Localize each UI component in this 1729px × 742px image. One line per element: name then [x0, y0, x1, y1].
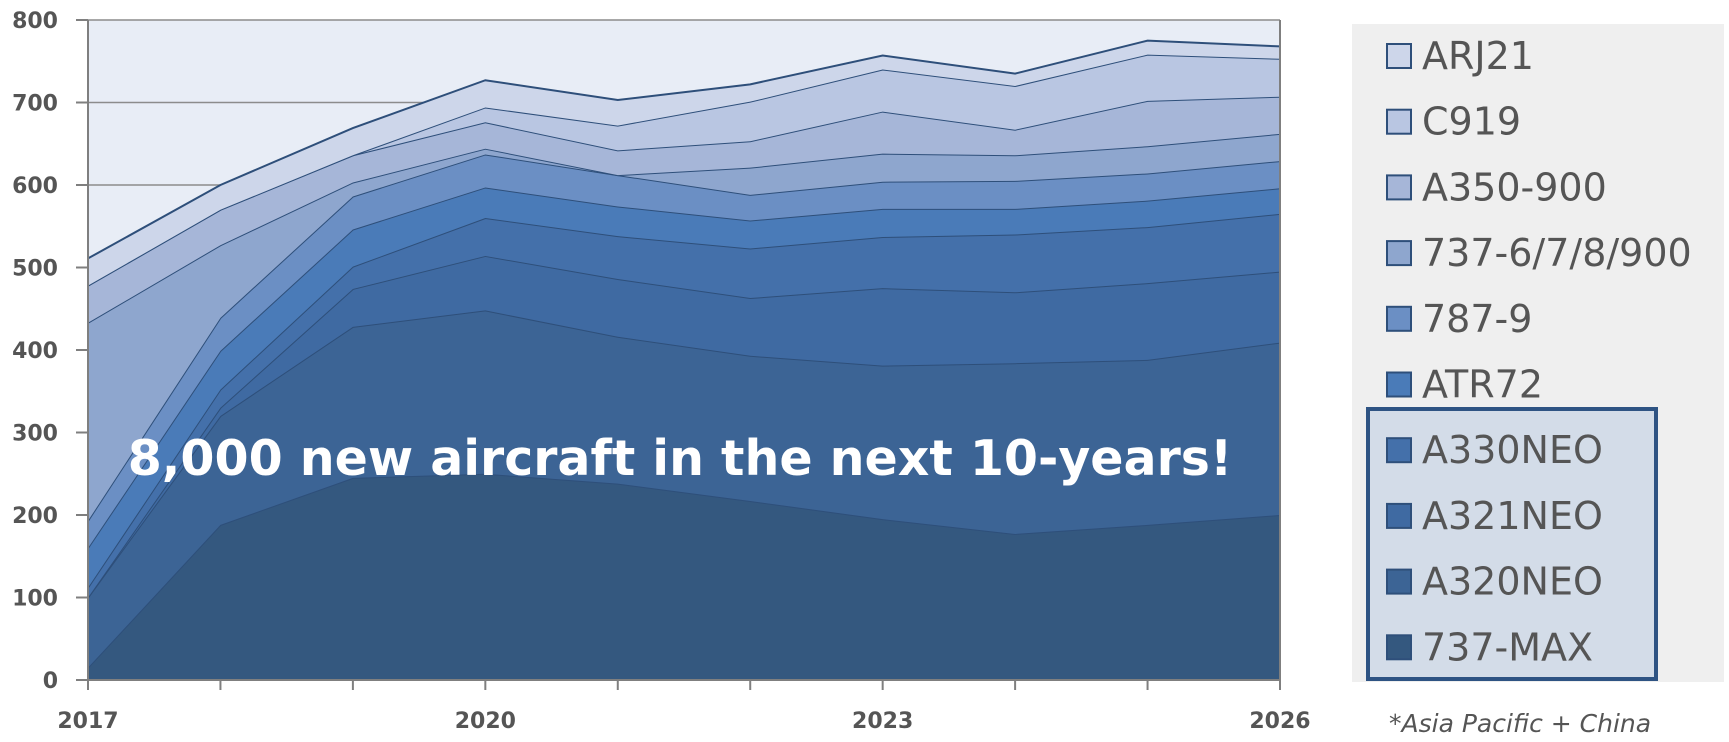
legend-label-787-9: 787-9	[1422, 297, 1532, 341]
legend-item-a350-900: A350-900	[1386, 165, 1607, 209]
area-c919	[88, 54, 1280, 286]
area-a330neo	[88, 213, 1280, 598]
y-tick-label-300: 300	[12, 422, 58, 447]
y-tick-label-200: 200	[12, 504, 58, 529]
y-tick-label-100: 100	[12, 587, 58, 612]
legend-item-787-9: 787-9	[1386, 297, 1532, 341]
area-787-9	[88, 154, 1280, 548]
chart-annotation: 8,000 new aircraft in the next 10-years!	[128, 430, 1233, 487]
x-tick-label-2020: 2020	[455, 709, 516, 734]
y-tick-label-800: 800	[12, 9, 58, 34]
legend-label-c919: C919	[1422, 100, 1521, 144]
area-737-max	[88, 473, 1280, 680]
legend-label-atr72: ATR72	[1422, 363, 1543, 407]
legend-swatch-a350-900	[1386, 174, 1412, 201]
legend-label-a321neo: A321NEO	[1422, 494, 1603, 538]
legend: ARJ21 C919 A350-900 737-6/7/8/900 787-9 ATR72…	[1386, 34, 1692, 669]
area-arj21	[88, 40, 1280, 286]
x-tick-label-2017: 2017	[57, 709, 118, 734]
y-tick-label-500: 500	[12, 257, 58, 282]
area-a320neo	[88, 310, 1280, 668]
y-tick-label-600: 600	[12, 174, 58, 199]
legend-swatch-c919	[1386, 108, 1412, 135]
legend-item-arj21: ARJ21	[1386, 34, 1534, 78]
y-tick-label-700: 700	[12, 92, 58, 117]
area-line-arj21	[87, 39, 1281, 260]
legend-highlight-box	[1366, 407, 1658, 681]
legend-item-atr72: ATR72	[1386, 363, 1543, 407]
legend-item-a320neo: A320NEO	[1386, 560, 1603, 604]
legend-label-a330neo: A330NEO	[1422, 428, 1603, 472]
axes	[76, 19, 1281, 690]
legend-swatch-737-max	[1386, 634, 1412, 661]
legend-item-a330neo: A330NEO	[1386, 428, 1603, 472]
x-tick-labels: 2017 2020 2023 2026	[57, 709, 1310, 734]
legend-label-a350-900: A350-900	[1422, 165, 1607, 209]
x-tick-label-2023: 2023	[852, 709, 913, 734]
legend-label-arj21: ARJ21	[1422, 34, 1534, 78]
legend-label-737-6-7-8-900: 737-6/7/8/900	[1422, 231, 1692, 275]
legend-swatch-arj21	[1386, 43, 1412, 69]
legend-swatch-737-6-7-8-900	[1386, 240, 1412, 267]
legend-item-c919: C919	[1386, 100, 1521, 144]
y-tick-labels: 0 100 200 300 400 500 600 700 800	[12, 9, 58, 694]
area-a321neo	[88, 255, 1280, 598]
legend-label-737-max: 737-MAX	[1422, 625, 1593, 669]
legend-swatch-a330neo	[1386, 437, 1412, 464]
area-a350-900	[88, 96, 1280, 323]
legend-swatch-atr72	[1386, 371, 1412, 398]
legend-swatch-787-9	[1386, 305, 1412, 332]
legend-item-737-max: 737-MAX	[1386, 625, 1593, 669]
footnote: *Asia Pacific + China	[1389, 709, 1651, 738]
legend-item-737-6-7-8-900: 737-6/7/8/900	[1386, 231, 1692, 275]
legend-swatch-a321neo	[1386, 502, 1412, 529]
y-tick-label-400: 400	[12, 339, 58, 364]
legend-swatch-a320neo	[1386, 568, 1412, 595]
legend-item-a321neo: A321NEO	[1386, 494, 1603, 538]
legend-label-a320neo: A320NEO	[1422, 560, 1603, 604]
y-tick-label-0: 0	[43, 669, 58, 694]
stacked-areas	[87, 39, 1281, 680]
x-tick-label-2026: 2026	[1249, 709, 1310, 734]
